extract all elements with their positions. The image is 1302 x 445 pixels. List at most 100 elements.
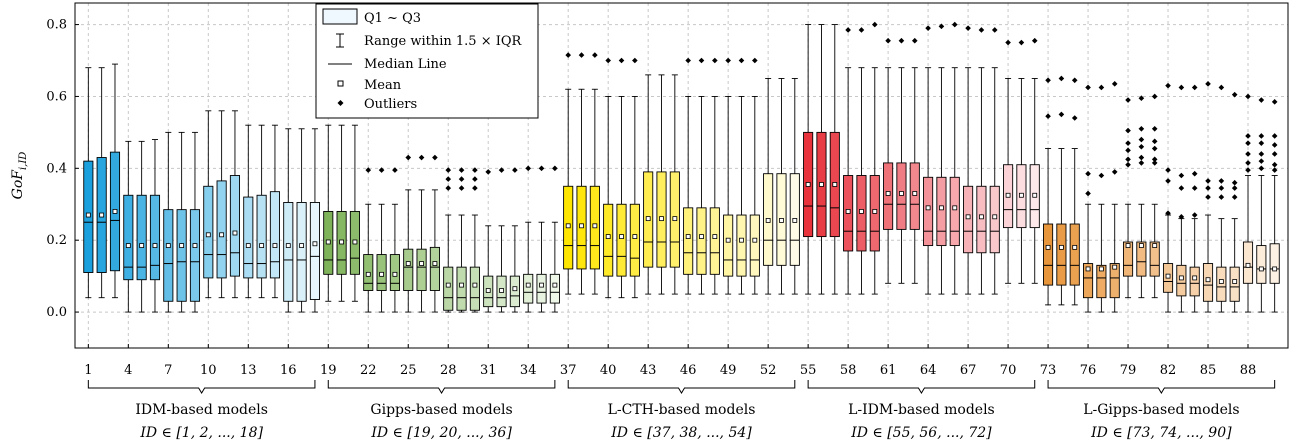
mean-marker [965, 214, 971, 220]
box-iqr [896, 162, 907, 230]
outlier-point [1231, 179, 1238, 186]
box-83 [1176, 84, 1187, 313]
box-78 [1109, 81, 1120, 313]
outlier-point [1271, 167, 1278, 173]
mean-marker [112, 209, 118, 214]
box-37 [563, 52, 574, 295]
outlier-point [1165, 82, 1171, 89]
x-tick-label: 70 [1000, 363, 1017, 378]
mean-marker [312, 241, 318, 247]
mean-marker [1125, 243, 1131, 248]
box-iqr [309, 202, 320, 300]
mean-marker [699, 234, 704, 239]
mean-marker [725, 237, 731, 243]
box-55 [803, 24, 814, 295]
mean-marker [445, 282, 451, 288]
mean-marker [899, 191, 904, 196]
mean-marker [1245, 262, 1251, 268]
x-tick-label: 34 [520, 363, 537, 378]
box-14 [256, 124, 267, 299]
outlier-point [1085, 84, 1091, 91]
outlier-point [1218, 178, 1225, 184]
outlier-point [1191, 84, 1198, 91]
group-name: Gipps-based models [370, 402, 512, 418]
outlier-point [1125, 147, 1131, 154]
outlier-point [1245, 133, 1251, 139]
box-iqr [136, 194, 147, 281]
outlier-point [1178, 172, 1185, 179]
box-iqr [536, 273, 547, 304]
outlier-point [1245, 167, 1251, 173]
mean-marker [792, 218, 798, 223]
mean-marker [872, 209, 878, 214]
outlier-point [991, 27, 998, 33]
group-annotations: IDM-based models ID ∈ [1, 2, ..., 18] Gipp… [87, 380, 1276, 441]
outlier-point [1151, 160, 1158, 166]
outlier-point [1125, 97, 1131, 103]
box-iqr [709, 207, 720, 275]
box-iqr [883, 162, 894, 230]
box-iqr [509, 275, 520, 308]
box-15 [269, 124, 280, 299]
mean-marker [219, 232, 225, 238]
outlier-point [925, 25, 931, 31]
box-10 [203, 110, 214, 299]
group-id-range: ID ∈ [73, 74, ..., 90] [1090, 425, 1232, 441]
outlier-point [1205, 185, 1211, 191]
x-tick-label: 64 [920, 363, 937, 378]
box-iqr [149, 194, 161, 281]
mean-marker [432, 261, 438, 266]
box-34 [523, 165, 534, 313]
mean-marker [512, 286, 518, 292]
outlier-point [1138, 125, 1145, 132]
box-2 [96, 67, 107, 299]
box-84 [1189, 84, 1200, 313]
legend-label-median: Median Line [364, 57, 447, 72]
mean-marker [299, 243, 305, 248]
box-49 [723, 57, 734, 295]
y-tick-label: 0.4 [46, 161, 67, 176]
box-7 [163, 131, 174, 313]
box-56 [816, 24, 827, 295]
box-11 [216, 110, 227, 299]
outlier-point [1111, 81, 1118, 87]
legend-label-mean: Mean [364, 78, 402, 93]
outlier-point [1178, 185, 1185, 191]
x-tick-label: 37 [560, 363, 577, 378]
x-tick-label: 79 [1120, 363, 1137, 378]
box-82 [1162, 82, 1174, 313]
box-72 [1029, 37, 1040, 284]
box-52 [763, 78, 774, 295]
outlier-point [1205, 194, 1211, 200]
outlier-point [1191, 185, 1198, 191]
x-tick-label: 85 [1200, 363, 1217, 378]
mean-marker [565, 223, 571, 229]
mean-marker [1232, 279, 1238, 284]
outlier-point [1138, 160, 1145, 166]
x-tick-label: 49 [720, 363, 737, 378]
y-tick-label: 0.0 [46, 305, 67, 320]
box-22 [363, 167, 374, 313]
outlier-point [1178, 84, 1185, 91]
mean-marker [1272, 266, 1278, 272]
outlier-point [712, 57, 718, 64]
outlier-point [1151, 125, 1158, 132]
outlier-point [885, 37, 891, 44]
mean-marker [1205, 277, 1211, 283]
group-id-range: ID ∈ [1, 2, ..., 18] [139, 425, 263, 441]
y-tick-label: 0.8 [46, 18, 67, 33]
group-bracket [807, 380, 1036, 394]
mean-marker [672, 216, 678, 222]
box-iqr [923, 176, 934, 247]
box-16 [283, 128, 294, 313]
outlier-point [1191, 212, 1198, 218]
mean-marker [259, 243, 265, 248]
mean-marker [1032, 192, 1038, 198]
box-40 [603, 57, 614, 299]
box-iqr [949, 176, 960, 247]
outlier-point [1205, 81, 1211, 87]
outlier-point [1058, 111, 1065, 118]
x-tick-label: 19 [320, 363, 337, 378]
x-tick-label: 28 [440, 363, 457, 378]
box-iqr [683, 207, 694, 275]
